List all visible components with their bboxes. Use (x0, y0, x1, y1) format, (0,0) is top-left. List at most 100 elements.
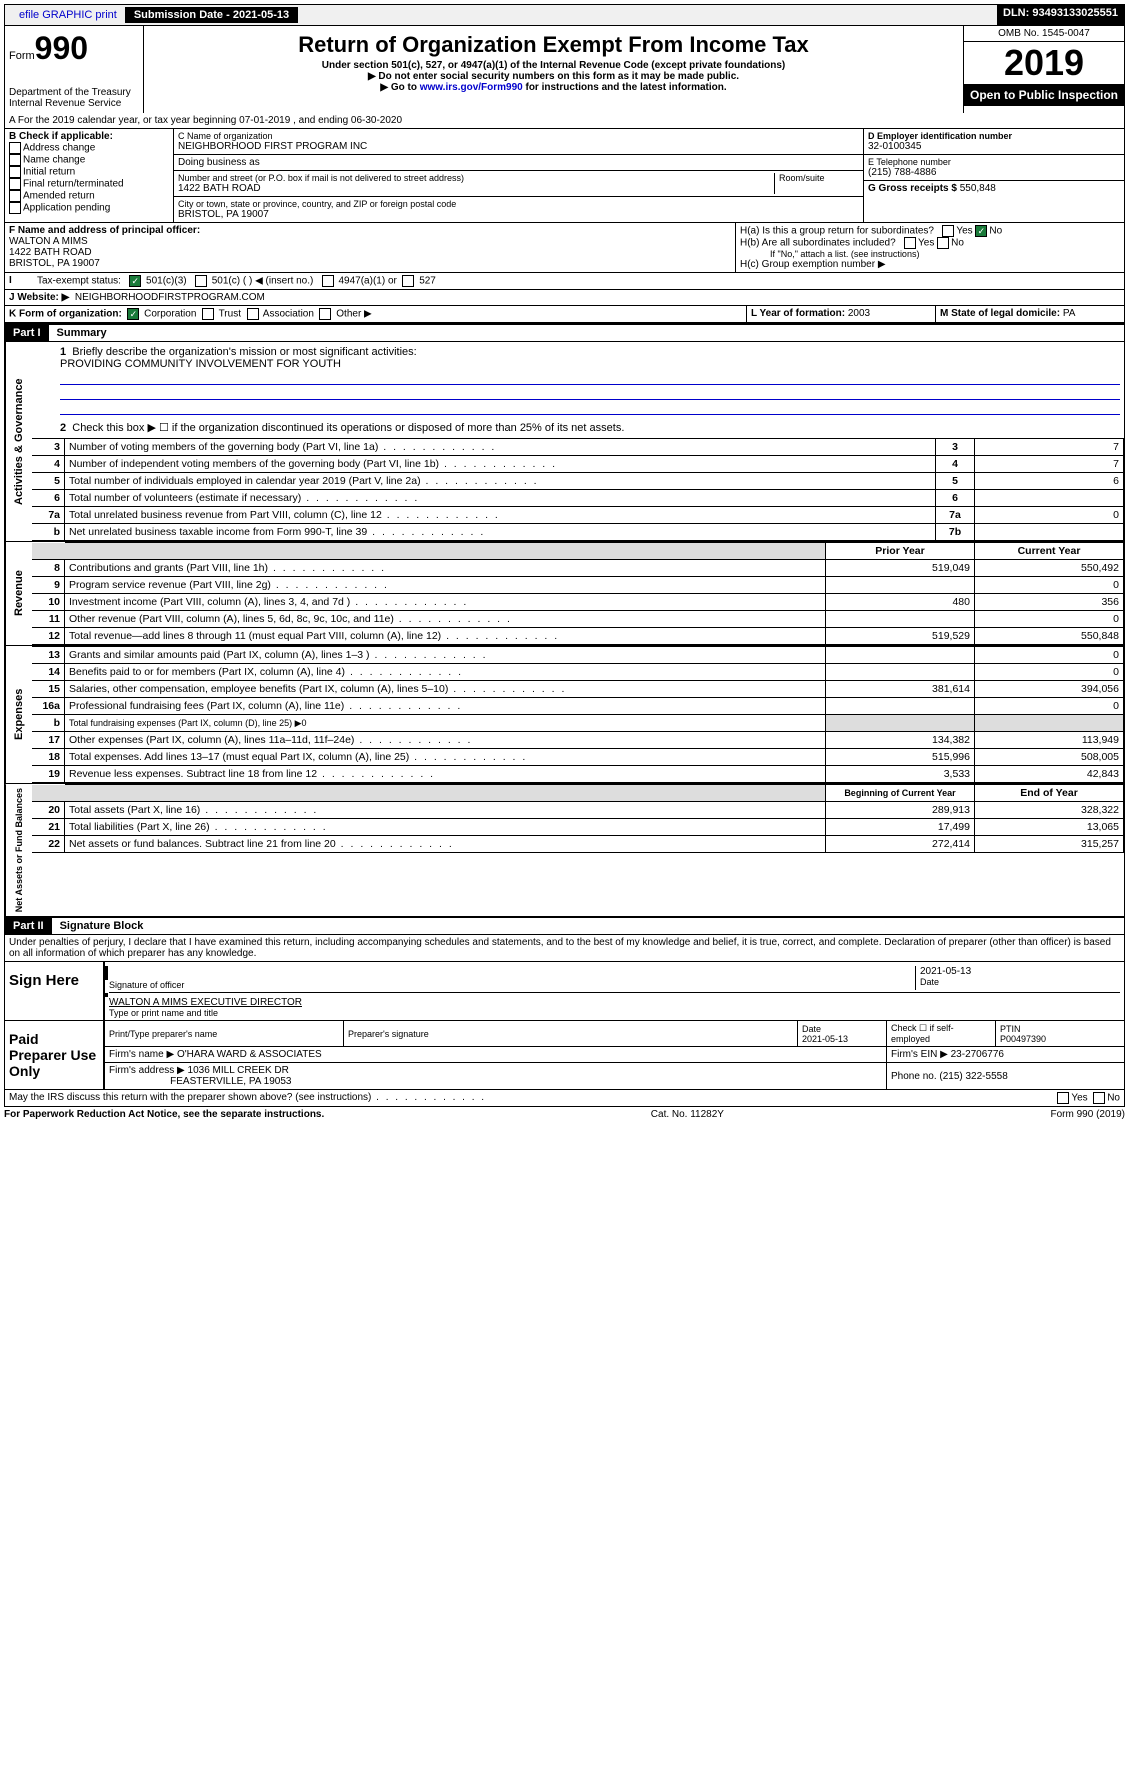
ha-label: H(a) Is this a group return for subordin… (740, 226, 934, 237)
netassets-table: Beginning of Current YearEnd of Year 20T… (32, 784, 1124, 853)
phone-value: (215) 788-4886 (868, 167, 1120, 178)
4947-checkbox[interactable] (322, 275, 334, 287)
revenue-table: Prior YearCurrent Year 8Contributions an… (32, 542, 1124, 645)
hb-no[interactable] (937, 237, 949, 249)
form-header: Form990 Department of the Treasury Inter… (4, 26, 1125, 113)
footer-cat: Cat. No. 11282Y (651, 1109, 724, 1120)
table-row: 13Grants and similar amounts paid (Part … (32, 647, 1124, 664)
hb-note: If "No," attach a list. (see instruction… (740, 249, 1120, 259)
print-name-label: Type or print name and title (109, 1008, 1120, 1018)
open-public-badge: Open to Public Inspection (964, 84, 1124, 106)
self-employed-check[interactable]: Check ☐ if self-employed (887, 1021, 996, 1047)
discuss-yes[interactable] (1057, 1092, 1069, 1104)
checkbox-name-change[interactable] (9, 154, 21, 166)
website-value: NEIGHBORHOODFIRSTPROGRAM.COM (75, 292, 265, 303)
checkbox-address-change[interactable] (9, 142, 21, 154)
table-row: 17Other expenses (Part IX, column (A), l… (32, 732, 1124, 749)
part2-badge: Part II (5, 918, 52, 934)
row-a-period: A For the 2019 calendar year, or tax yea… (4, 113, 1125, 129)
firm-name-label: Firm's name ▶ (109, 1049, 174, 1060)
table-row: 22Net assets or fund balances. Subtract … (32, 836, 1124, 853)
ptin-value: P00497390 (1000, 1034, 1046, 1044)
other-checkbox[interactable] (319, 308, 331, 320)
table-row: 6Total number of volunteers (estimate if… (32, 490, 1124, 507)
table-row: 12Total revenue—add lines 8 through 11 (… (32, 628, 1124, 645)
checkbox-initial-return[interactable] (9, 166, 21, 178)
irs-link[interactable]: www.irs.gov/Form990 (420, 82, 523, 93)
part1-badge: Part I (5, 325, 49, 341)
sign-date-label: Date (920, 977, 1120, 987)
officer-label: F Name and address of principal officer: (9, 225, 731, 236)
preparer-sig-label: Preparer's signature (344, 1021, 798, 1047)
footer-left: For Paperwork Reduction Act Notice, see … (4, 1109, 324, 1120)
footer-form: Form 990 (2019) (1051, 1109, 1125, 1120)
table-row: 10Investment income (Part VIII, column (… (32, 594, 1124, 611)
sign-here-label: Sign Here (5, 962, 105, 1020)
end-year-header: End of Year (975, 785, 1124, 802)
table-row: 11Other revenue (Part VIII, column (A), … (32, 611, 1124, 628)
ha-no[interactable]: ✓ (975, 225, 987, 237)
year-formation-label: L Year of formation: (751, 308, 848, 319)
officer-addr2: BRISTOL, PA 19007 (9, 258, 731, 269)
table-row: 19Revenue less expenses. Subtract line 1… (32, 766, 1124, 783)
domicile: PA (1063, 308, 1076, 319)
hb-label: H(b) Are all subordinates included? (740, 238, 896, 249)
501c3-checkbox[interactable]: ✓ (129, 275, 141, 287)
side-revenue: Revenue (5, 542, 32, 645)
note-ssn: ▶ Do not enter social security numbers o… (148, 71, 959, 82)
ein-label: D Employer identification number (868, 131, 1120, 141)
sig-officer-label: Signature of officer (109, 980, 915, 990)
trust-checkbox[interactable] (202, 308, 214, 320)
hb-yes[interactable] (904, 237, 916, 249)
table-row: bNet unrelated business taxable income f… (32, 524, 1124, 541)
side-expenses: Expenses (5, 646, 32, 783)
firm-addr1: 1036 MILL CREEK DR (188, 1065, 289, 1076)
side-netassets: Net Assets or Fund Balances (5, 784, 32, 916)
officer-print-name: WALTON A MIMS EXECUTIVE DIRECTOR (109, 997, 1120, 1008)
table-row: 5Total number of individuals employed in… (32, 473, 1124, 490)
prep-date: 2021-05-13 (802, 1034, 848, 1044)
side-governance: Activities & Governance (5, 342, 32, 541)
begin-year-header: Beginning of Current Year (826, 785, 975, 802)
mission-line (60, 372, 1120, 385)
part2-header-row: Part II Signature Block (4, 917, 1125, 935)
page-footer: For Paperwork Reduction Act Notice, see … (4, 1107, 1125, 1122)
box-h: H(a) Is this a group return for subordin… (736, 223, 1124, 272)
ha-yes[interactable] (942, 225, 954, 237)
discuss-no[interactable] (1093, 1092, 1105, 1104)
mission-line (60, 402, 1120, 415)
prep-date-label: Date (802, 1024, 821, 1034)
assoc-checkbox[interactable] (247, 308, 259, 320)
box-b: B Check if applicable: Address change Na… (5, 129, 174, 222)
room-suite: Room/suite (774, 173, 859, 194)
efile-link[interactable]: efile GRAPHIC print (11, 7, 126, 23)
org-name: NEIGHBORHOOD FIRST PROGRAM INC (178, 141, 859, 152)
form-label: Form (9, 50, 35, 62)
perjury-text: Under penalties of perjury, I declare th… (4, 935, 1125, 962)
table-row: 9Program service revenue (Part VIII, lin… (32, 577, 1124, 594)
city-label: City or town, state or province, country… (178, 199, 859, 209)
officer-name: WALTON A MIMS (9, 236, 731, 247)
checkbox-final-return[interactable] (9, 178, 21, 190)
table-row: 7aTotal unrelated business revenue from … (32, 507, 1124, 524)
table-row: 14Benefits paid to or for members (Part … (32, 664, 1124, 681)
corp-checkbox[interactable]: ✓ (127, 308, 139, 320)
city-state-zip: BRISTOL, PA 19007 (178, 209, 859, 220)
501c-checkbox[interactable] (195, 275, 207, 287)
box-d: D Employer identification number 32-0100… (864, 129, 1124, 222)
527-checkbox[interactable] (402, 275, 414, 287)
table-row: 4Number of independent voting members of… (32, 456, 1124, 473)
table-row: 15Salaries, other compensation, employee… (32, 681, 1124, 698)
form-title: Return of Organization Exempt From Incom… (148, 32, 959, 58)
firm-ein-label: Firm's EIN ▶ (891, 1049, 948, 1060)
checkbox-amended[interactable] (9, 190, 21, 202)
firm-ein: 23-2706776 (951, 1049, 1004, 1060)
checkbox-application-pending[interactable] (9, 202, 21, 214)
mission-label: Briefly describe the organization's miss… (72, 346, 416, 358)
submission-date: Submission Date - 2021-05-13 (126, 7, 298, 23)
form-number: 990 (35, 30, 88, 66)
phone-label: E Telephone number (868, 157, 1120, 167)
gross-receipts: 550,848 (960, 183, 996, 194)
top-bar: efile GRAPHIC print Submission Date - 20… (4, 4, 1125, 26)
tax-year: 2019 (964, 42, 1124, 84)
